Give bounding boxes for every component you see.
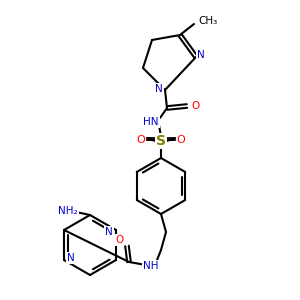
Text: O: O: [177, 134, 185, 144]
Text: NH₂: NH₂: [58, 206, 78, 216]
Text: N: N: [155, 84, 163, 94]
Text: S: S: [156, 134, 166, 148]
Text: O: O: [136, 135, 146, 145]
Text: N: N: [67, 253, 75, 263]
Text: O: O: [192, 101, 200, 111]
Text: CH₃: CH₃: [198, 16, 218, 26]
Text: HN: HN: [143, 117, 159, 127]
Text: O: O: [177, 135, 185, 145]
Text: O: O: [115, 235, 123, 245]
Text: NH: NH: [143, 261, 159, 271]
Text: N: N: [105, 227, 113, 237]
Text: O: O: [137, 134, 145, 144]
Text: N: N: [197, 50, 205, 60]
